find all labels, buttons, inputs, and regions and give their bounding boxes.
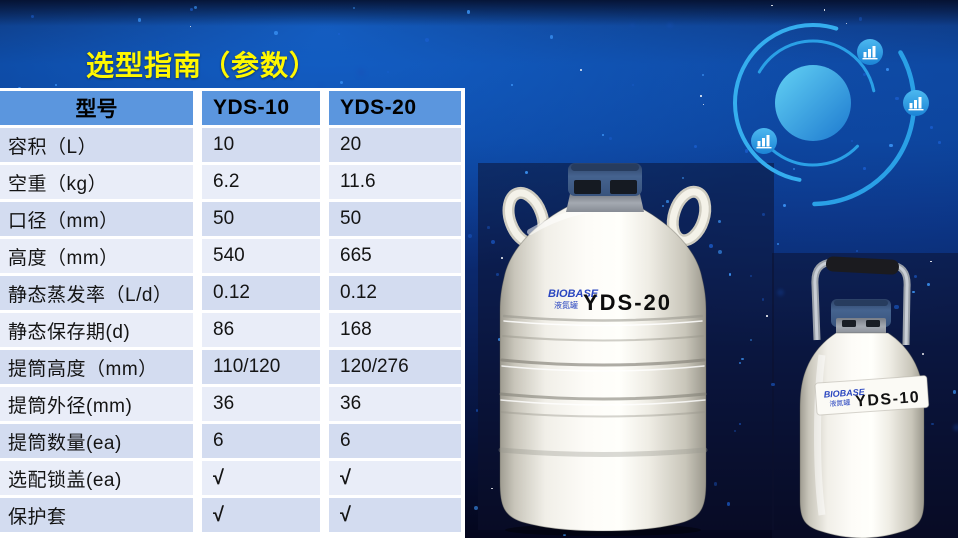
tank-yds20: BIOBASE 液氮罐 YDS-20 <box>498 163 712 536</box>
spec-value-yds10: 50 <box>202 202 320 236</box>
column-header-yds20: YDS-20 <box>329 91 461 125</box>
tank-yds10: BIOBASE 液氮罐 YDS-10 <box>799 256 930 538</box>
spec-value-yds10: 6.2 <box>202 165 320 199</box>
spec-label: 容积（L） <box>0 128 193 162</box>
spec-value-yds20: 665 <box>329 239 461 273</box>
orbit-decoration <box>709 0 929 207</box>
brand-subtext: 液氮罐 <box>554 300 578 310</box>
spec-value-yds20: 50 <box>329 202 461 236</box>
spec-value-yds20: 20 <box>329 128 461 162</box>
spec-value-yds10: 0.12 <box>202 276 320 310</box>
tank-yds10-handle <box>811 256 911 346</box>
tank-yds20-label: BIOBASE 液氮罐 YDS-20 <box>548 288 672 315</box>
orbit-ring-middle <box>733 23 893 183</box>
bar-chart-badge <box>751 128 777 154</box>
column-header-model: 型号 <box>0 91 193 125</box>
spec-value-yds10: √ <box>202 498 320 532</box>
model-text: YDS-10 <box>855 389 921 410</box>
spec-value-yds10: 10 <box>202 128 320 162</box>
spec-value-yds20: 36 <box>329 387 461 421</box>
spec-label: 保护套 <box>0 498 193 532</box>
spec-label: 提筒外径(mm) <box>0 387 193 421</box>
spec-value-yds10: 36 <box>202 387 320 421</box>
orbit-ring-outer <box>709 0 917 207</box>
spec-value-yds20: 0.12 <box>329 276 461 310</box>
brand-text: BIOBASE <box>823 387 866 400</box>
spec-label: 静态蒸发率（L/d） <box>0 276 193 310</box>
product-photos: BIOBASE 液氮罐 YDS-20 <box>498 163 930 538</box>
spec-label: 高度（mm） <box>0 239 193 273</box>
orbit-center-circle <box>775 65 851 141</box>
spec-label: 提筒数量(ea) <box>0 424 193 458</box>
spec-value-yds20: 6 <box>329 424 461 458</box>
tank-yds20-collar <box>566 194 644 212</box>
spec-value-yds20: 11.6 <box>329 165 461 199</box>
brand-text: BIOBASE <box>548 288 599 300</box>
spec-value-yds10: 86 <box>202 313 320 347</box>
spec-value-yds10: 110/120 <box>202 350 320 384</box>
spec-label: 提筒高度（mm） <box>0 350 193 384</box>
spec-value-yds20: 120/276 <box>329 350 461 384</box>
spec-value-yds10: √ <box>202 461 320 495</box>
tank-yds10-label: BIOBASE 液氮罐 YDS-10 <box>814 375 930 416</box>
spec-value-yds20: 168 <box>329 313 461 347</box>
orbit-ring-inner <box>749 39 877 167</box>
spec-value-yds20: √ <box>329 498 461 532</box>
spec-label: 口径（mm） <box>0 202 193 236</box>
spec-label: 选配锁盖(ea) <box>0 461 193 495</box>
spec-value-yds10: 6 <box>202 424 320 458</box>
brand-subtext: 液氮罐 <box>829 398 851 408</box>
bar-chart-badge <box>857 39 883 65</box>
spec-value-yds10: 540 <box>202 239 320 273</box>
column-header-yds10: YDS-10 <box>202 91 320 125</box>
spec-label: 空重（kg） <box>0 165 193 199</box>
spec-value-yds20: √ <box>329 461 461 495</box>
page-title: 选型指南（参数） <box>86 50 319 81</box>
bar-chart-badge <box>903 90 929 116</box>
spec-table: 型号 YDS-10 YDS-20 容积（L） 10 20 空重（kg） 6.2 … <box>0 88 465 538</box>
tank-yds20-ribs <box>498 203 708 457</box>
spec-label: 静态保存期(d) <box>0 313 193 347</box>
model-text: YDS-20 <box>583 290 672 315</box>
